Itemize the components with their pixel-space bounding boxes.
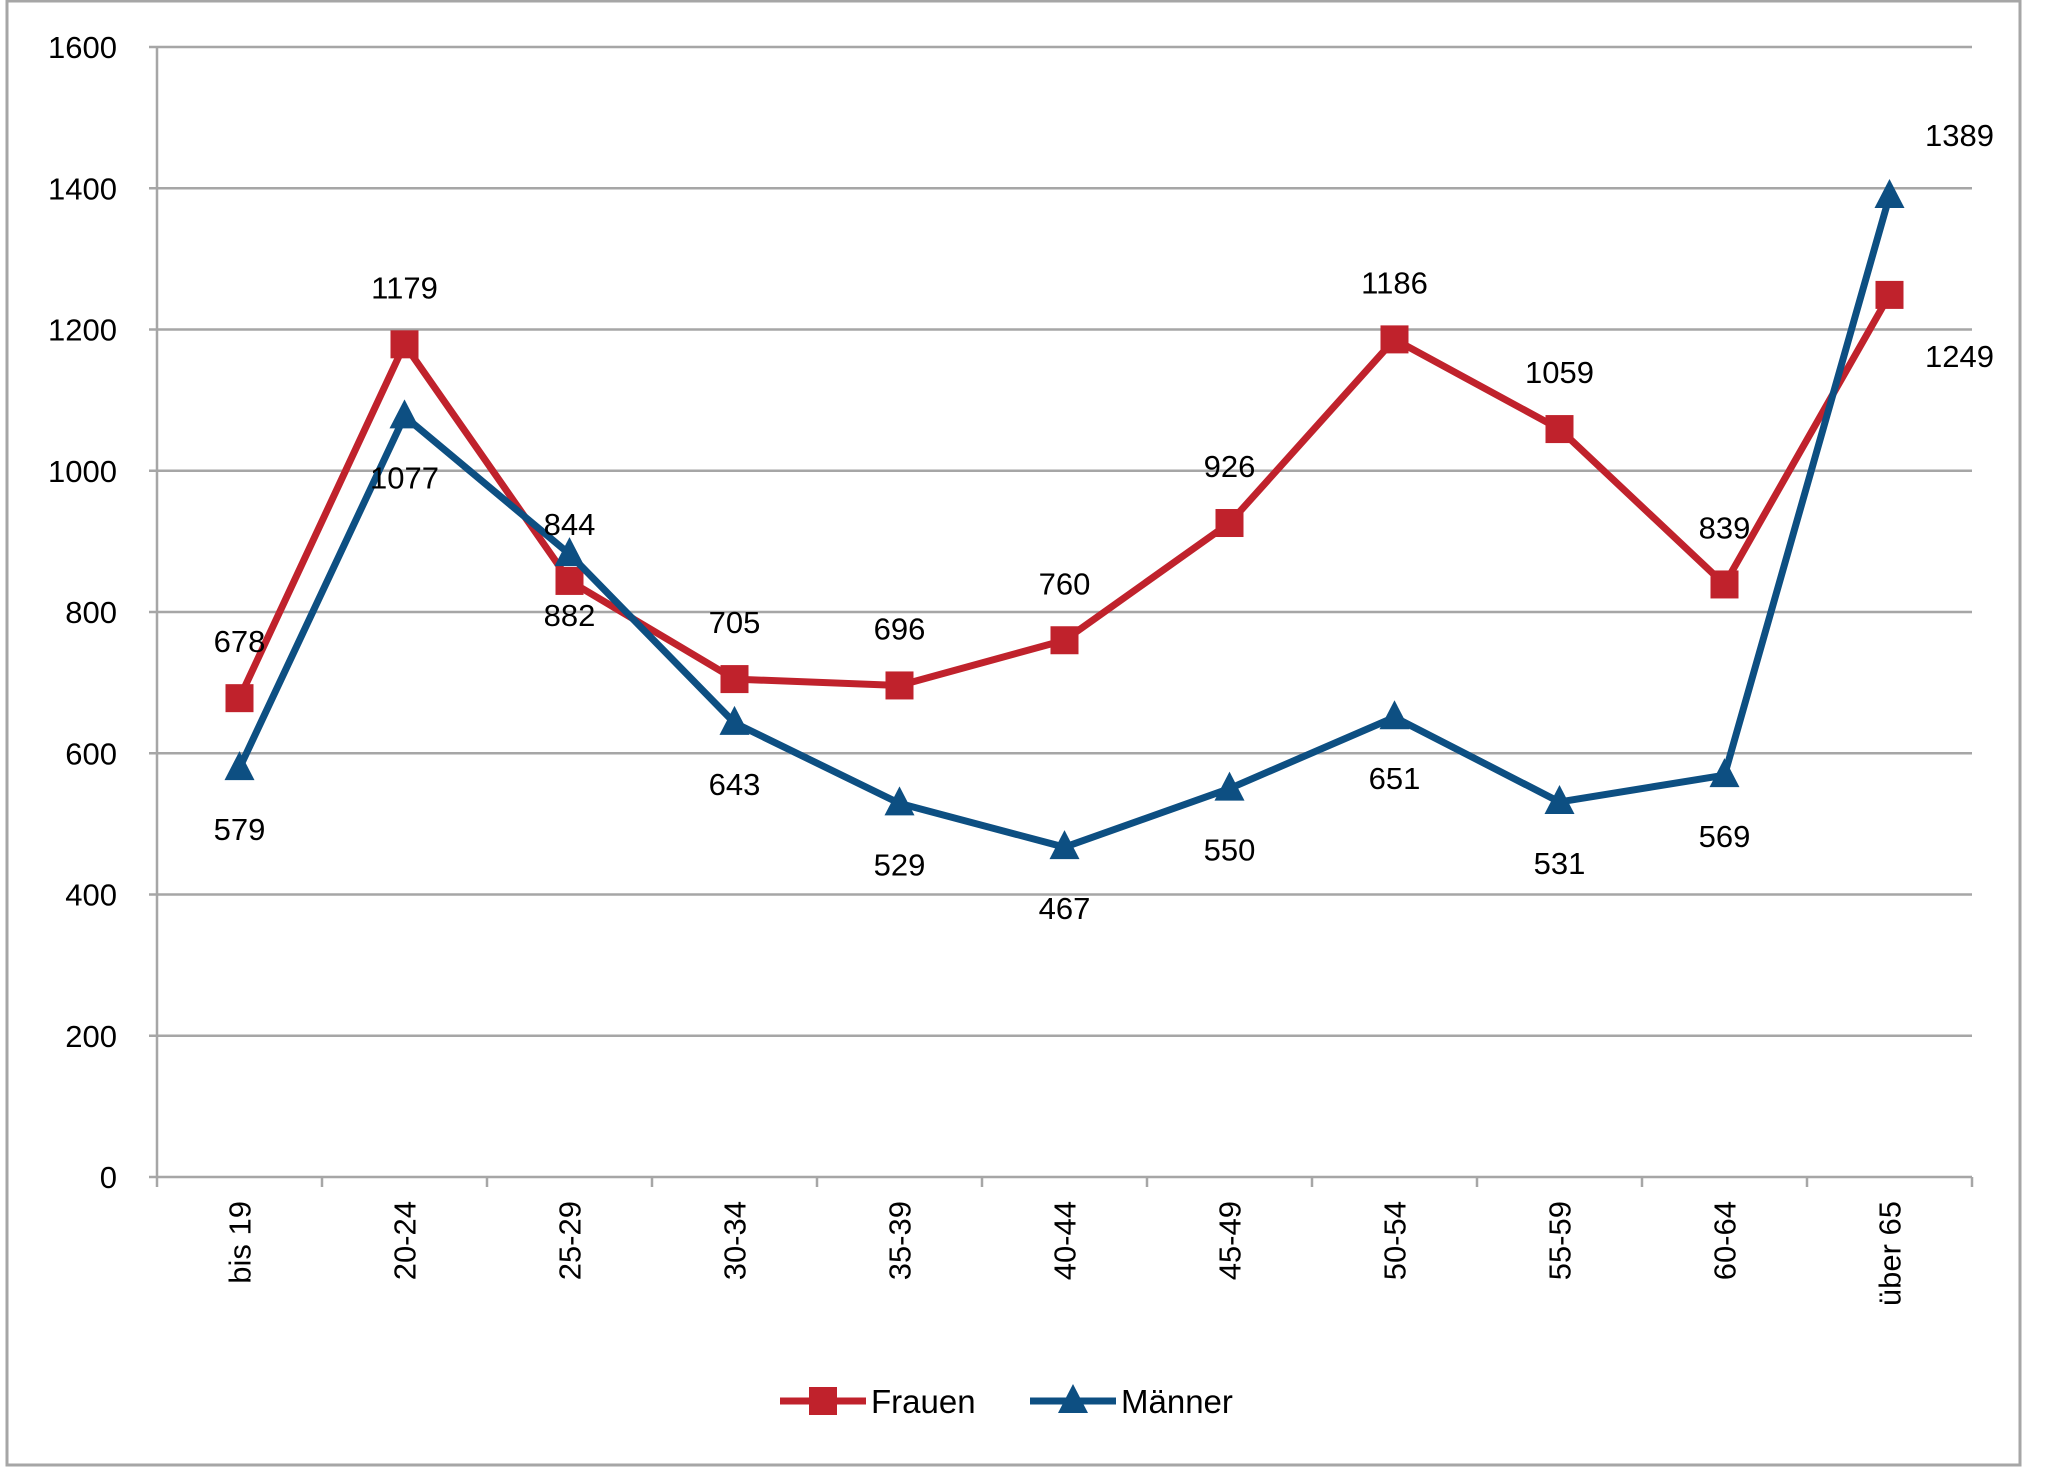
y-tick-label: 1400: [48, 171, 117, 206]
data-point-marker: [554, 537, 585, 567]
data-label: 529: [874, 847, 926, 882]
data-point-marker: [390, 330, 419, 359]
data-label: 569: [1699, 819, 1751, 854]
x-tick-label: bis 19: [223, 1201, 258, 1284]
x-tick-label: 50-54: [1378, 1201, 1413, 1280]
x-tick-label: 35-39: [883, 1201, 918, 1280]
data-point-marker: [1709, 758, 1740, 788]
legend-label: Männer: [1121, 1383, 1233, 1420]
data-point-marker: [1215, 509, 1244, 538]
data-label: 926: [1204, 449, 1256, 484]
gridlines: [157, 45, 1972, 1037]
data-point-marker: [1544, 784, 1575, 814]
data-label: 579: [214, 812, 266, 847]
data-label: 1389: [1925, 118, 1994, 153]
legend-square-icon: [809, 1387, 837, 1415]
x-tick-label: 55-59: [1543, 1201, 1578, 1280]
data-label: 550: [1204, 833, 1256, 868]
data-labels: 678 1179 844 705 696 760 926 1186 1059 839 1249 579…: [214, 118, 1994, 926]
data-point-marker: [224, 751, 255, 781]
x-tick-label: 20-24: [388, 1201, 423, 1280]
data-label: 760: [1039, 566, 1091, 601]
data-label: 678: [214, 624, 266, 659]
x-tick-label: 25-29: [553, 1201, 588, 1280]
data-label: 1186: [1361, 265, 1428, 300]
data-label: 1059: [1525, 355, 1594, 390]
y-tick-label: 1000: [48, 454, 117, 489]
data-label: 651: [1369, 761, 1421, 796]
data-label: 1179: [371, 270, 438, 305]
data-point-marker: [719, 705, 750, 735]
data-label: 839: [1699, 510, 1751, 545]
data-point-marker: [1545, 415, 1574, 444]
data-point-marker: [225, 684, 254, 713]
data-label: 531: [1534, 846, 1586, 881]
data-point-marker: [1214, 771, 1245, 801]
data-label: 643: [709, 767, 761, 802]
data-point-marker: [555, 566, 584, 595]
data-point-marker: [1049, 830, 1080, 860]
series: [224, 179, 1905, 860]
data-label: 467: [1039, 891, 1091, 926]
y-tick-label: 200: [65, 1019, 117, 1054]
data-point-marker: [720, 665, 749, 694]
axes: 0 200 400 600 800 1000 1200 1400 1600 bis 19 20-24…: [48, 30, 1974, 1306]
y-tick-label: 600: [65, 736, 117, 771]
y-tick-label: 800: [65, 595, 117, 630]
data-point-marker: [1380, 325, 1409, 354]
data-label: 1077: [370, 460, 439, 495]
chart-border: [5, 0, 2022, 1467]
x-tick-label: 60-64: [1708, 1201, 1743, 1280]
x-tick-label: über 65: [1873, 1201, 1908, 1306]
data-label: 696: [874, 611, 926, 646]
data-point-marker: [1050, 626, 1079, 655]
data-label: 882: [544, 598, 596, 633]
legend-triangle-icon: [1058, 1384, 1088, 1413]
data-label: 1249: [1925, 339, 1994, 374]
x-tick-label: 45-49: [1213, 1201, 1248, 1280]
data-point-marker: [884, 786, 915, 816]
y-tick-label: 0: [100, 1160, 117, 1195]
data-point-marker: [389, 399, 420, 429]
legend: Frauen Männer: [780, 1383, 1233, 1420]
data-point-marker: [1710, 570, 1739, 599]
data-label: 844: [544, 507, 596, 542]
data-point-marker: [1379, 700, 1410, 730]
y-tick-label: 1600: [48, 30, 117, 65]
data-label: 705: [709, 605, 761, 640]
data-point-marker: [1874, 179, 1905, 209]
x-tick-label: 30-34: [718, 1201, 753, 1280]
y-tick-label: 1200: [48, 313, 117, 348]
x-tick-label: 40-44: [1048, 1201, 1083, 1280]
data-point-marker: [1875, 280, 1904, 309]
data-point-marker: [885, 671, 914, 700]
y-tick-label: 400: [65, 878, 117, 913]
legend-label: Frauen: [871, 1383, 976, 1420]
